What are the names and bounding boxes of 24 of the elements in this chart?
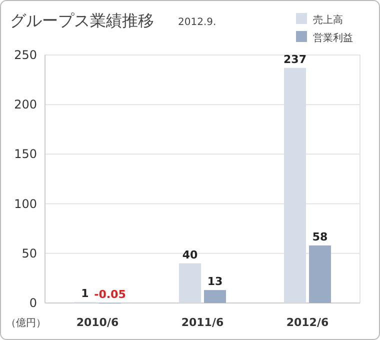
bar [284, 68, 306, 303]
y-axis-title: （億円） [6, 317, 46, 329]
bar [179, 263, 201, 303]
data-label: 237 [284, 52, 306, 66]
data-label: 1 [81, 286, 89, 300]
y-tick-label: 0 [29, 296, 37, 310]
data-label: 58 [312, 230, 328, 244]
legend-label: 売上高 [313, 14, 343, 26]
data-label: 40 [182, 248, 198, 262]
y-tick-label: 100 [14, 196, 37, 211]
data-label: 13 [207, 275, 223, 288]
x-tick-label: 2011/6 [181, 316, 224, 329]
data-label: -0.05 [94, 288, 126, 301]
y-tick-label: 150 [14, 147, 37, 162]
bar [309, 245, 331, 303]
x-tick-label: 2012/6 [286, 316, 329, 329]
bar [204, 290, 226, 303]
y-tick-label: 200 [14, 98, 37, 112]
y-tick-label: 50 [22, 246, 37, 260]
x-tick-label: 2010/6 [76, 316, 119, 329]
chart-title: グループス業績推移 [10, 11, 154, 30]
chart-subtitle: 2012.9. [178, 17, 216, 28]
y-tick-label: 250 [14, 48, 37, 62]
legend-label: 営業利益 [313, 32, 353, 44]
